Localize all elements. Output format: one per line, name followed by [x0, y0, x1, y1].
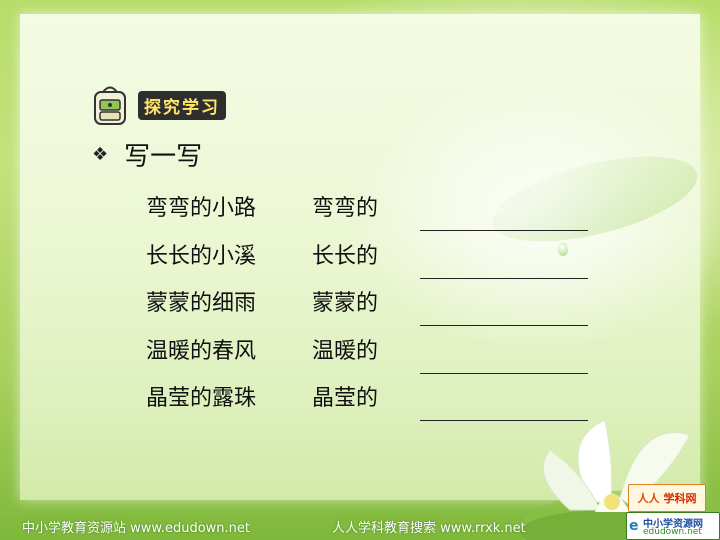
xueke-logo: 人人 学科网: [628, 484, 706, 512]
logo-mark: 人人: [637, 492, 660, 505]
fill-prefix: 弯弯的: [312, 196, 379, 221]
section-header: 探究学习: [92, 80, 226, 130]
answer-blank: [420, 277, 588, 279]
logo-url: edudown.net: [643, 527, 702, 537]
footer-left-text: 中小学教育资源站 www.edudown.net: [22, 521, 251, 536]
backpack-icon: [94, 86, 126, 125]
example-phrase: 弯弯的小路: [146, 196, 257, 221]
footer-bar: 中小学教育资源站 www.edudown.net 人人学科教育搜索 www.rr…: [0, 504, 720, 540]
edudown-logo: e 中小学资源网 edudown.net: [626, 512, 720, 540]
logo-name: 中小学资源网: [643, 519, 703, 530]
example-phrase: 晶莹的露珠: [146, 386, 257, 411]
fill-prefix: 长长的: [312, 243, 379, 269]
example-phrase: 长长的小溪: [146, 243, 257, 269]
water-drop-decoration: [558, 242, 568, 256]
e-icon: e: [629, 518, 639, 534]
answer-blank: [420, 372, 588, 374]
diamond-bullet-icon: ❖: [92, 144, 109, 165]
content-panel: [20, 14, 720, 500]
footer-right-text: 人人学科教育搜索 www.rrxk.net: [332, 521, 526, 536]
section-title: 探究学习: [138, 90, 226, 120]
task-label: 写一写: [124, 142, 203, 172]
example-phrase: 蒙蒙的细雨: [146, 291, 257, 316]
task-heading: ❖ 写一写: [92, 136, 202, 173]
answer-blank: [420, 230, 588, 231]
fill-prefix: 蒙蒙的: [312, 291, 379, 316]
logo-name: 学科网: [663, 492, 697, 505]
answer-blank: [420, 420, 588, 421]
fill-prefix: 温暖的: [312, 338, 379, 364]
answer-blank: [420, 325, 588, 326]
fill-prefix: 晶莹的: [312, 386, 379, 411]
example-phrase: 温暖的春风: [146, 338, 257, 364]
